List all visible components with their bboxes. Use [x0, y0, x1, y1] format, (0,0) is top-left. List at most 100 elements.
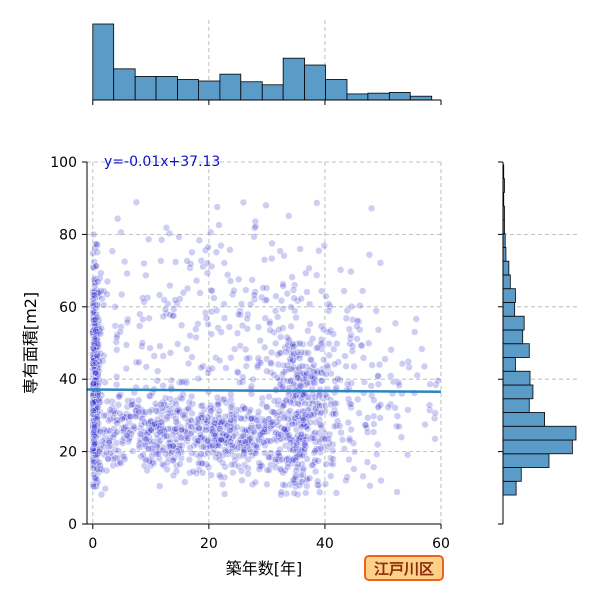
- scatter-point: [296, 375, 304, 383]
- scatter-point: [370, 463, 378, 471]
- scatter-point: [170, 305, 178, 313]
- scatter-point: [282, 397, 290, 405]
- marginal-y-bar: [502, 302, 516, 317]
- scatter-point: [313, 199, 321, 207]
- scatter-point: [273, 449, 282, 458]
- scatter-point: [163, 432, 171, 440]
- scatter-point: [90, 291, 98, 299]
- scatter-point: [309, 461, 317, 469]
- scatter-point: [103, 397, 111, 405]
- scatter-point: [215, 471, 224, 479]
- scatter-point: [236, 342, 244, 350]
- scatter-point: [173, 408, 181, 417]
- marginal-y-bar: [502, 288, 516, 303]
- scatter-point: [386, 400, 395, 408]
- scatter-point: [282, 348, 290, 356]
- scatter-point: [292, 456, 300, 464]
- scatter-point: [104, 455, 112, 463]
- scatter-point: [322, 391, 330, 399]
- scatter-point: [92, 327, 100, 335]
- scatter-point: [184, 404, 192, 413]
- marginal-y-bar: [502, 453, 550, 468]
- scatter-point: [101, 378, 109, 386]
- scatter-point: [91, 440, 99, 448]
- scatter-point: [209, 405, 217, 413]
- scatter-point: [276, 349, 284, 357]
- scatter-point: [204, 320, 212, 328]
- scatter-point: [140, 462, 149, 470]
- scatter-point: [146, 408, 154, 416]
- scatter-point: [171, 296, 179, 304]
- scatter-point: [263, 355, 271, 363]
- scatter-point: [258, 428, 267, 436]
- scatter-point: [237, 300, 246, 308]
- scatter-point: [296, 339, 304, 347]
- scatter-point: [254, 363, 262, 371]
- scatter-point: [372, 307, 380, 315]
- scatter-point: [288, 341, 297, 349]
- scatter-point: [250, 224, 259, 232]
- scatter-point: [298, 460, 306, 468]
- y-tick-label: 0: [68, 517, 77, 533]
- scatter-point: [353, 322, 361, 330]
- scatter-point: [342, 314, 350, 322]
- marginal-y-bar: [502, 384, 534, 400]
- scatter-point: [151, 420, 159, 428]
- scatter-point: [208, 441, 217, 450]
- scatter-point: [297, 471, 305, 480]
- scatter-point: [142, 271, 150, 279]
- scatter-point: [387, 346, 395, 354]
- scatter-point: [213, 203, 221, 211]
- marginal-y-bar: [502, 480, 517, 496]
- scatter-point: [280, 252, 288, 260]
- scatter-point: [312, 418, 320, 426]
- scatter-point: [286, 377, 294, 385]
- scatter-point: [221, 490, 229, 498]
- scatter-point: [97, 490, 106, 499]
- scatter-point: [295, 434, 303, 442]
- scatter-point: [266, 326, 274, 334]
- scatter-point: [254, 323, 263, 331]
- scatter-point: [276, 381, 284, 389]
- scatter-point: [135, 408, 143, 416]
- scatter-point: [306, 474, 314, 482]
- regression-line: [86, 388, 442, 394]
- scatter-point: [314, 344, 322, 352]
- x-axis-label: 築年数[年]: [226, 559, 303, 578]
- marginal-y-bar: [502, 398, 530, 413]
- scatter-point: [127, 401, 136, 409]
- scatter-point: [158, 460, 167, 468]
- scatter-point: [166, 311, 174, 319]
- scatter-point: [353, 335, 361, 343]
- scatter-point: [244, 455, 252, 463]
- scatter-point: [160, 432, 168, 440]
- scatter-point: [248, 276, 256, 284]
- scatter-point: [250, 233, 258, 241]
- scatter-point: [320, 325, 328, 334]
- scatter-point: [290, 489, 298, 497]
- scatter-point: [97, 287, 105, 295]
- scatter-point: [190, 441, 198, 450]
- scatter-point: [276, 415, 284, 423]
- scatter-point: [172, 396, 180, 405]
- scatter-point: [321, 480, 330, 488]
- scatter-point: [113, 454, 122, 462]
- scatter-point: [221, 413, 229, 421]
- scatter-point: [230, 443, 238, 451]
- scatter-point: [123, 269, 131, 278]
- scatter-point: [340, 287, 348, 295]
- scatter-point: [329, 455, 337, 463]
- marginal-y-bar: [502, 343, 530, 358]
- scatter-point: [317, 421, 325, 429]
- scatter-point: [115, 393, 123, 401]
- scatter-point: [299, 414, 307, 422]
- scatter-point: [187, 260, 195, 268]
- scatter-point: [309, 378, 318, 387]
- scatter-point: [89, 299, 97, 307]
- scatter-point: [127, 413, 135, 421]
- marginal-x-bar: [409, 95, 433, 101]
- scatter-point: [306, 320, 314, 328]
- scatter-point: [325, 351, 333, 359]
- scatter-point: [91, 244, 99, 252]
- scatter-point: [358, 342, 366, 350]
